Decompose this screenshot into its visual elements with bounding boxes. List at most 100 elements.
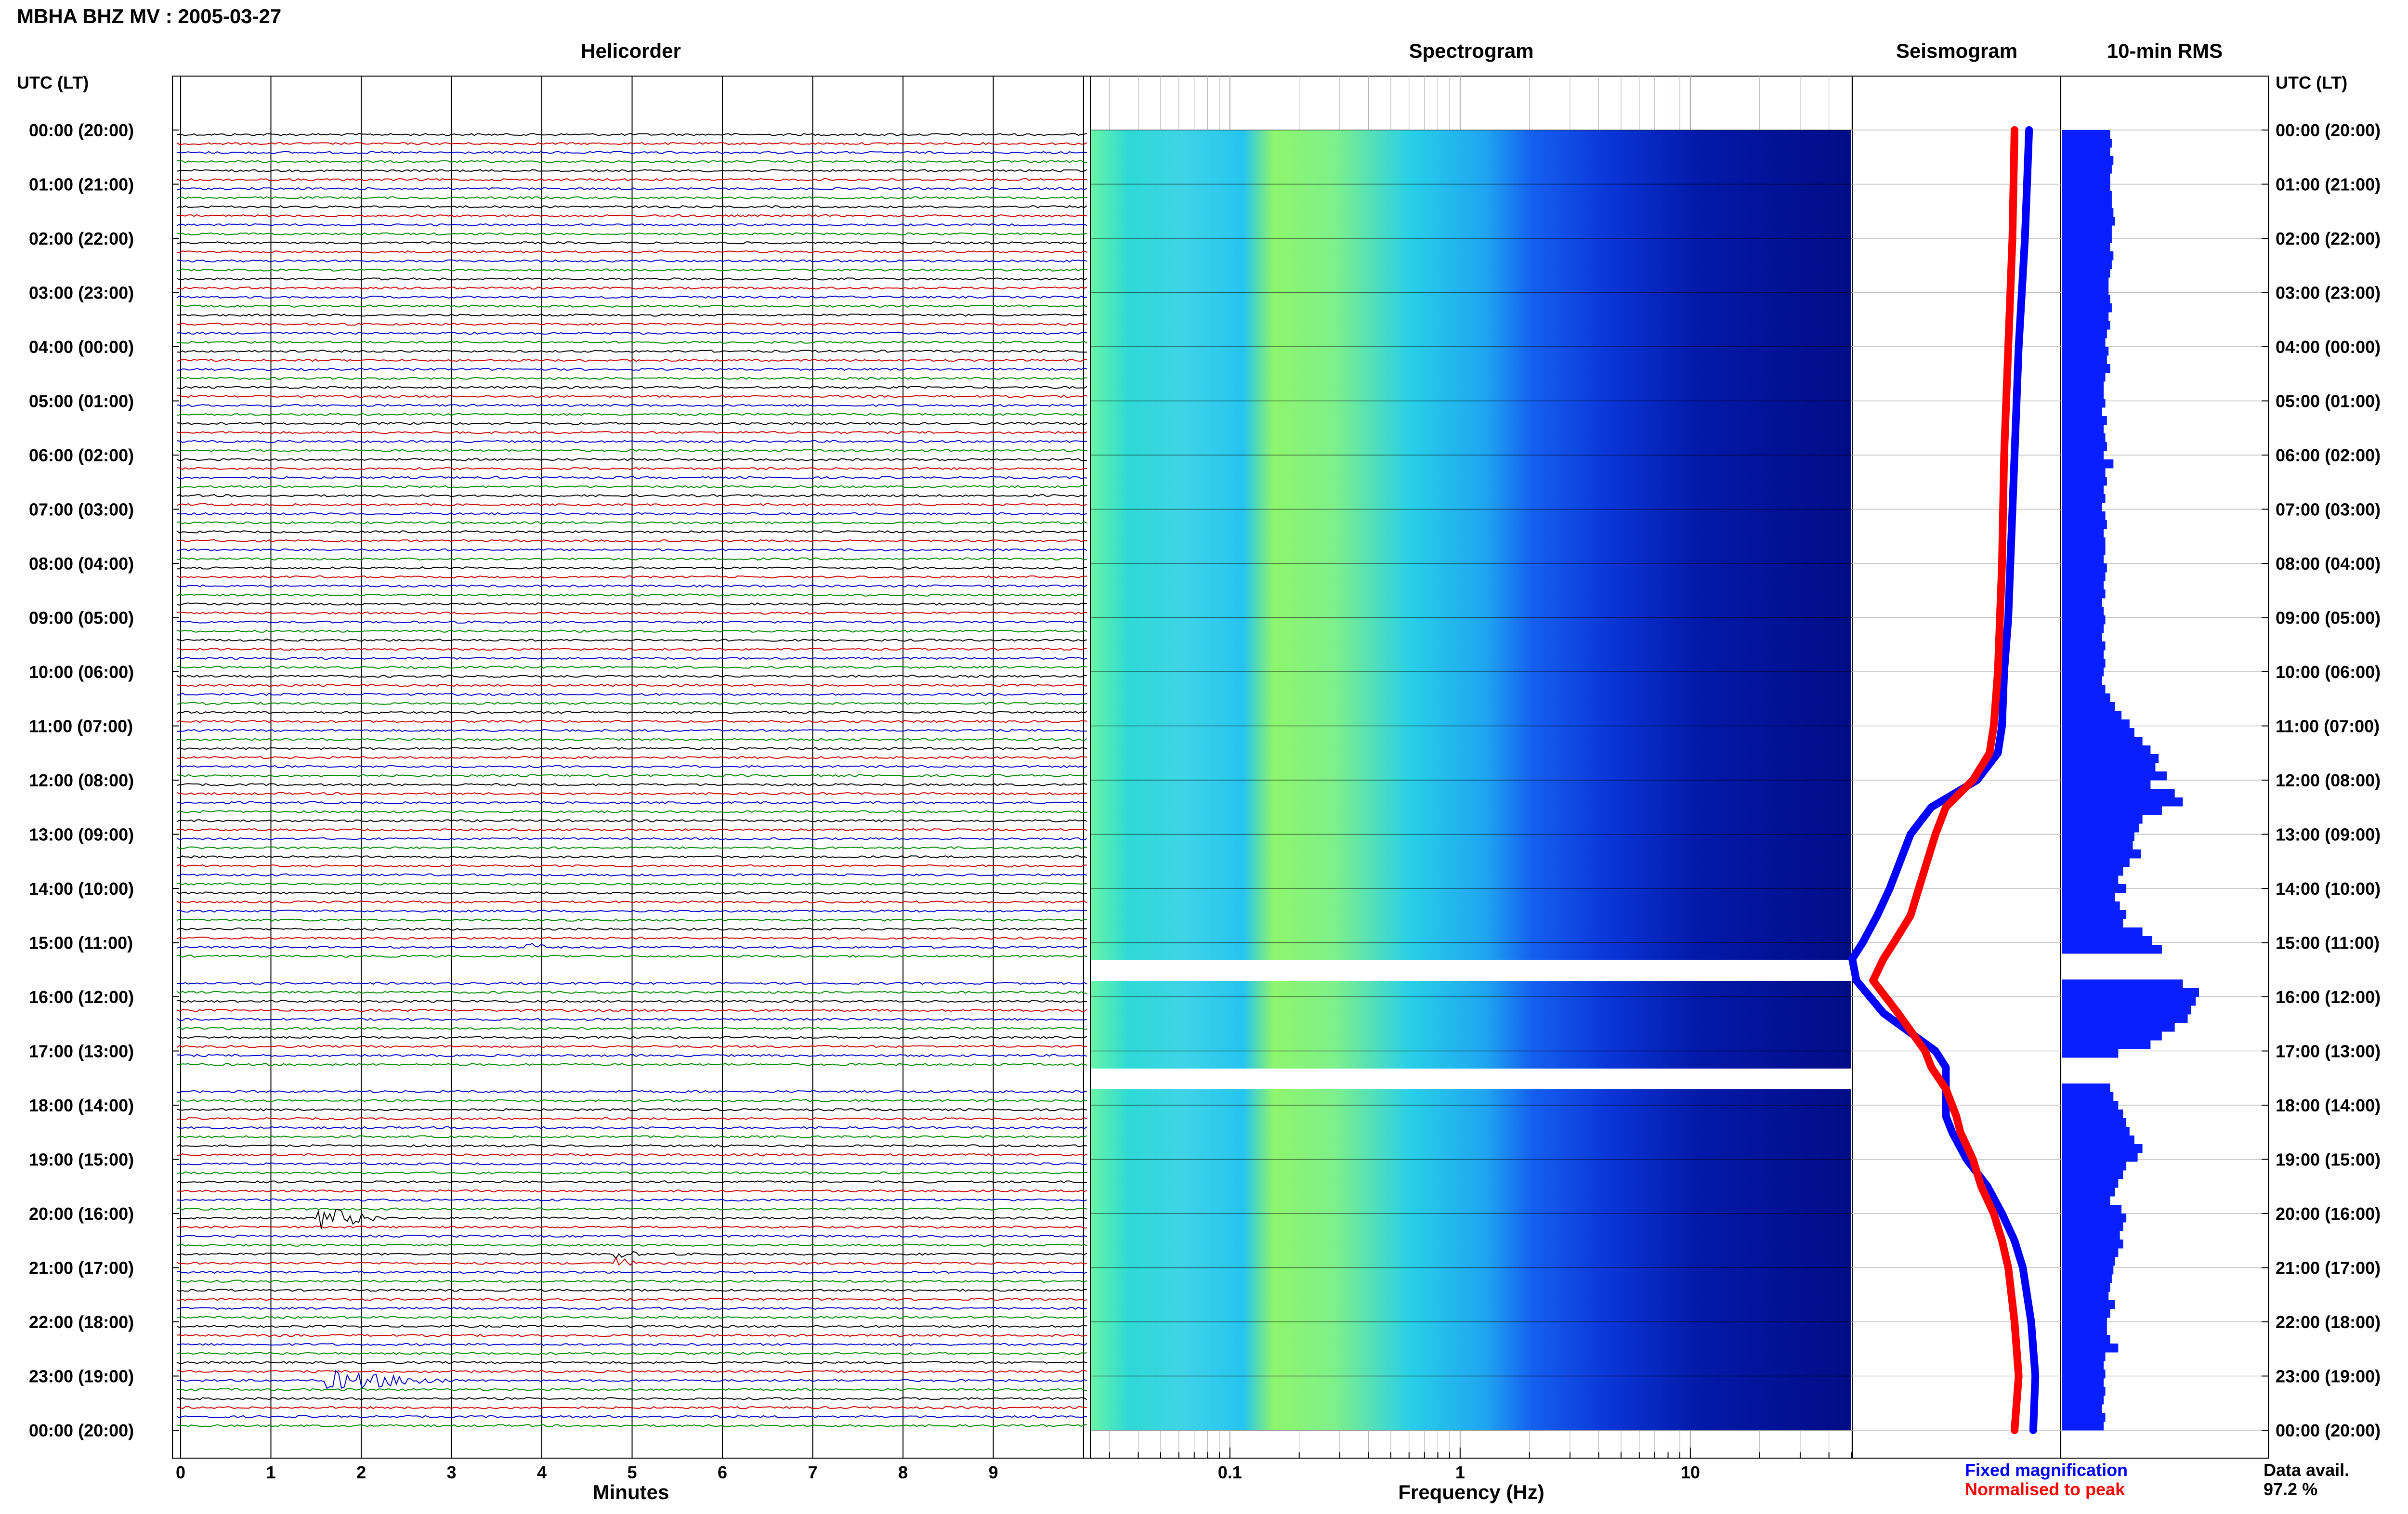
time-label-right: 00:00 (20:00) bbox=[2276, 120, 2381, 140]
helicorder-trace bbox=[176, 1063, 1087, 1066]
rms-bar bbox=[2062, 667, 2104, 677]
helicorder-trace bbox=[176, 1108, 1087, 1111]
helicorder-trace bbox=[176, 458, 1087, 461]
helicorder-trace bbox=[176, 1153, 1087, 1157]
legend-fixed: Fixed magnification bbox=[1965, 1460, 2128, 1480]
helicorder-x-tick-label: 9 bbox=[988, 1462, 998, 1482]
rms-bar bbox=[2062, 520, 2107, 529]
helicorder-trace bbox=[176, 169, 1087, 172]
helicorder-trace bbox=[176, 1135, 1087, 1138]
helicorder-trace bbox=[176, 666, 1087, 669]
helicorder-trace bbox=[176, 918, 1087, 922]
helicorder-trace bbox=[177, 692, 1087, 696]
time-label-left: 00:00 (20:00) bbox=[29, 120, 134, 140]
time-label-right: 09:00 (05:00) bbox=[2276, 608, 2381, 628]
availability-value: 97.2 % bbox=[2264, 1479, 2317, 1499]
spectrogram-block-1 bbox=[1091, 130, 1851, 960]
helicorder-trace bbox=[176, 1209, 1087, 1229]
helicorder-trace bbox=[176, 557, 1087, 561]
helicorder-trace bbox=[176, 340, 1087, 344]
rms-bar bbox=[2062, 988, 2199, 997]
helicorder-trace bbox=[176, 259, 1087, 263]
helicorder-trace bbox=[176, 440, 1087, 444]
time-label-right: 17:00 (13:00) bbox=[2276, 1042, 2381, 1061]
helicorder-trace bbox=[176, 1297, 1087, 1301]
rms-bar bbox=[2062, 494, 2106, 503]
rms-bar bbox=[2062, 1031, 2162, 1041]
time-label-left: 08:00 (04:00) bbox=[29, 554, 134, 574]
helicorder-x-tick-label: 3 bbox=[446, 1462, 456, 1482]
time-label-left: 12:00 (08:00) bbox=[29, 770, 134, 790]
time-label-left: 22:00 (18:00) bbox=[29, 1312, 134, 1332]
time-label-left: 14:00 (10:00) bbox=[29, 879, 134, 899]
rms-bar bbox=[2062, 1109, 2123, 1119]
helicorder-trace bbox=[176, 575, 1087, 579]
rms-bar bbox=[2062, 711, 2122, 720]
helicorder-trace bbox=[176, 1251, 1087, 1259]
rms-bar bbox=[2062, 165, 2112, 174]
rms-bar bbox=[2062, 815, 2143, 824]
time-label-left: 18:00 (14:00) bbox=[29, 1096, 134, 1115]
rms-bar bbox=[2062, 312, 2109, 321]
rms-bar bbox=[2062, 693, 2110, 703]
helicorder-trace bbox=[176, 747, 1087, 750]
rms-bar bbox=[2062, 806, 2162, 815]
helicorder-trace bbox=[176, 954, 1087, 958]
helicorder-trace bbox=[176, 377, 1087, 380]
helicorder-trace bbox=[176, 936, 1087, 940]
rms-bar bbox=[2062, 615, 2106, 625]
rms-bar bbox=[2062, 893, 2115, 902]
rms-bar bbox=[2062, 1127, 2130, 1136]
rms-bar bbox=[2062, 243, 2110, 252]
helicorder-trace bbox=[176, 413, 1087, 416]
rms-bar bbox=[2062, 1370, 2106, 1379]
helicorder-trace bbox=[176, 828, 1087, 832]
helicorder-trace bbox=[176, 882, 1087, 886]
helicorder-trace bbox=[176, 927, 1087, 931]
rms-bar bbox=[2062, 390, 2104, 399]
time-label-right: 08:00 (04:00) bbox=[2276, 554, 2381, 574]
rms-bar bbox=[2062, 1083, 2110, 1093]
helicorder-x-tick-label: 2 bbox=[356, 1462, 366, 1482]
helicorder-trace bbox=[176, 1099, 1087, 1102]
rms-bar bbox=[2062, 659, 2106, 668]
rms-bar bbox=[2062, 685, 2106, 694]
helicorder-trace bbox=[176, 1225, 1087, 1229]
rms-bar bbox=[2062, 303, 2112, 313]
time-label-left: 19:00 (15:00) bbox=[29, 1150, 134, 1170]
helicorder-trace bbox=[176, 620, 1087, 624]
helicorder-trace bbox=[176, 756, 1087, 759]
spectrogram-x-tick-label: 0.1 bbox=[1218, 1462, 1242, 1482]
rms-bar bbox=[2062, 745, 2151, 755]
rms-bar bbox=[2062, 329, 2107, 339]
helicorder-trace bbox=[176, 205, 1087, 209]
rms-bar bbox=[2062, 1318, 2107, 1327]
rms-bar bbox=[2062, 771, 2167, 781]
rms-bar bbox=[2062, 1222, 2123, 1231]
helicorder-trace bbox=[176, 711, 1087, 714]
helicorder-trace bbox=[176, 837, 1087, 841]
rms-bar bbox=[2062, 1205, 2122, 1214]
helicorder-trace bbox=[176, 214, 1087, 218]
rms-bar bbox=[2062, 295, 2110, 304]
helicorder-trace bbox=[176, 250, 1087, 254]
helicorder-trace bbox=[176, 647, 1087, 651]
rms-bar bbox=[2062, 789, 2175, 798]
rms-bar bbox=[2062, 503, 2102, 512]
rms-bar bbox=[2062, 225, 2112, 235]
helicorder-trace bbox=[176, 1279, 1087, 1283]
rms-bar bbox=[2062, 1396, 2104, 1405]
rms-bar bbox=[2062, 1283, 2110, 1292]
time-label-right: 11:00 (07:00) bbox=[2276, 717, 2380, 736]
rms-bar bbox=[2062, 719, 2130, 729]
rms-bar bbox=[2062, 607, 2104, 616]
helicorder-trace bbox=[176, 1027, 1087, 1030]
helicorder-trace bbox=[176, 394, 1087, 398]
rms-bar bbox=[2062, 1144, 2143, 1153]
rms-bar bbox=[2062, 910, 2127, 919]
rms-bar bbox=[2062, 763, 2156, 772]
helicorder-x-tick-label: 0 bbox=[176, 1462, 185, 1482]
helicorder-trace bbox=[176, 891, 1087, 895]
helicorder-x-label: Minutes bbox=[593, 1481, 669, 1503]
rms-bar bbox=[2062, 433, 2106, 443]
